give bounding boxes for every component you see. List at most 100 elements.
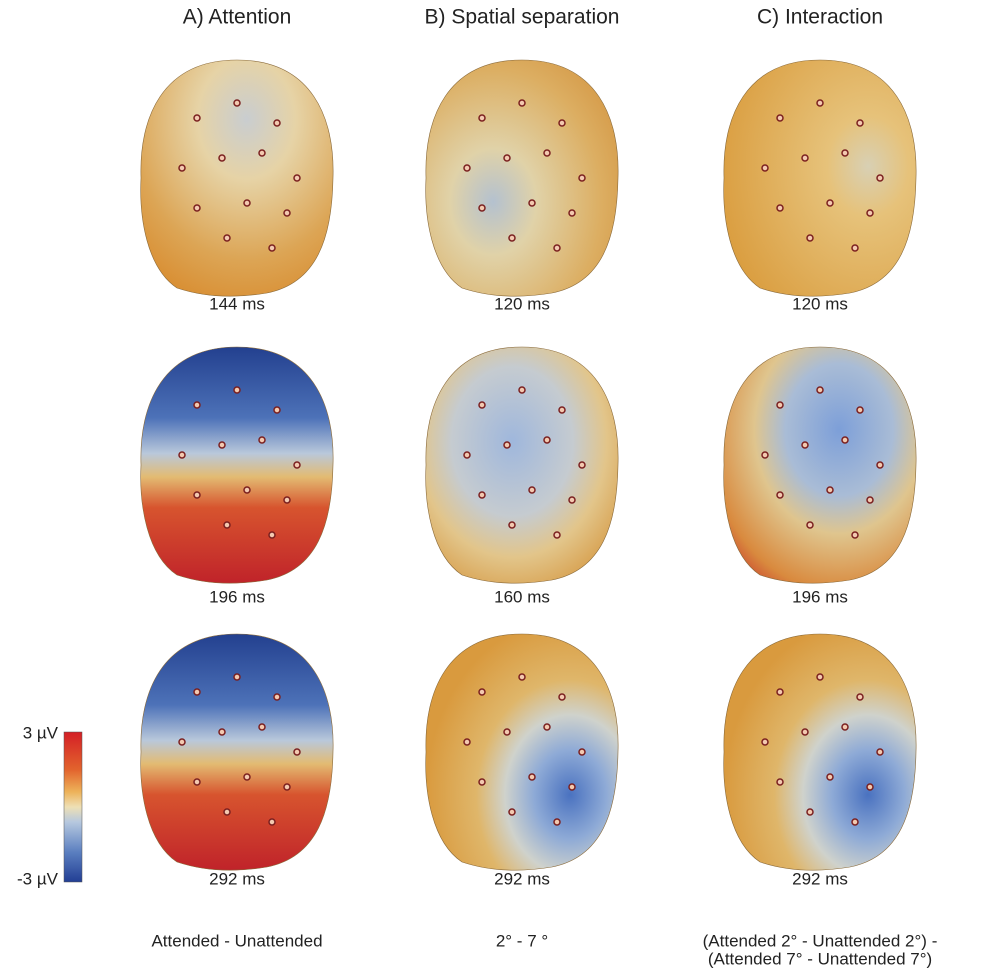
- electrode: [817, 100, 823, 106]
- electrode: [827, 487, 833, 493]
- electrode: [219, 729, 225, 735]
- electrode: [877, 462, 883, 468]
- electrode: [284, 210, 290, 216]
- latency-label: 292 ms: [792, 869, 848, 888]
- electrode: [579, 749, 585, 755]
- electrode: [777, 779, 783, 785]
- electrode: [519, 387, 525, 393]
- electrode: [294, 749, 300, 755]
- condition-label: Attended - Unattended: [151, 931, 322, 950]
- head-map: [426, 347, 618, 583]
- electrode: [259, 724, 265, 730]
- electrode: [777, 402, 783, 408]
- latency-label: 196 ms: [792, 587, 848, 606]
- electrode: [464, 739, 470, 745]
- electrode: [852, 819, 858, 825]
- electrode: [777, 689, 783, 695]
- electrode: [269, 819, 275, 825]
- electrode: [219, 155, 225, 161]
- electrode: [554, 819, 560, 825]
- electrode: [817, 387, 823, 393]
- electrode: [294, 175, 300, 181]
- electrode: [529, 774, 535, 780]
- electrode: [479, 492, 485, 498]
- electrode: [559, 407, 565, 413]
- electrode: [269, 532, 275, 538]
- electrode: [219, 442, 225, 448]
- head-map: [724, 634, 916, 870]
- electrode: [802, 729, 808, 735]
- electrode: [274, 694, 280, 700]
- head-map: [141, 60, 333, 296]
- electrode: [504, 155, 510, 161]
- electrode: [479, 205, 485, 211]
- electrode: [519, 100, 525, 106]
- electrode: [269, 245, 275, 251]
- condition-label: (Attended 2° - Unattended 2°) -: [703, 931, 938, 950]
- head-map: [141, 634, 333, 870]
- electrode: [274, 407, 280, 413]
- electrode: [194, 779, 200, 785]
- electrode: [284, 784, 290, 790]
- electrode: [579, 175, 585, 181]
- electrode: [194, 689, 200, 695]
- electrode: [867, 210, 873, 216]
- condition-label: 2° - 7 °: [496, 931, 548, 950]
- electrode: [464, 165, 470, 171]
- latency-label: 160 ms: [494, 587, 550, 606]
- electrode: [224, 235, 230, 241]
- electrode: [867, 497, 873, 503]
- electrode: [179, 165, 185, 171]
- electrode: [852, 245, 858, 251]
- colorbar-min-label: -3 µV: [17, 869, 59, 888]
- electrode: [464, 452, 470, 458]
- electrode: [234, 387, 240, 393]
- electrode: [877, 749, 883, 755]
- electrode: [807, 235, 813, 241]
- electrode: [807, 522, 813, 528]
- electrode: [509, 809, 515, 815]
- electrode: [544, 150, 550, 156]
- column-title: A) Attention: [183, 6, 292, 29]
- electrode: [762, 452, 768, 458]
- electrode: [194, 402, 200, 408]
- electrode: [194, 205, 200, 211]
- electrode: [544, 724, 550, 730]
- electrode: [259, 437, 265, 443]
- electrode: [224, 809, 230, 815]
- electrode: [519, 674, 525, 680]
- figure: 3 µV -3 µV A) Attention144 ms196 ms292 m…: [0, 0, 993, 980]
- electrode: [234, 674, 240, 680]
- electrode: [244, 487, 250, 493]
- electrode: [559, 120, 565, 126]
- column-title: B) Spatial separation: [425, 6, 620, 29]
- head-map: [141, 347, 333, 583]
- electrode: [857, 694, 863, 700]
- electrode: [842, 150, 848, 156]
- latency-label: 144 ms: [209, 294, 265, 313]
- column-title: C) Interaction: [757, 6, 883, 29]
- electrode: [559, 694, 565, 700]
- latency-label: 196 ms: [209, 587, 265, 606]
- electrode: [777, 115, 783, 121]
- electrode: [827, 200, 833, 206]
- electrode: [762, 739, 768, 745]
- electrode: [842, 437, 848, 443]
- electrode: [802, 442, 808, 448]
- electrode: [529, 200, 535, 206]
- latency-label: 292 ms: [494, 869, 550, 888]
- electrode: [529, 487, 535, 493]
- electrode: [867, 784, 873, 790]
- electrode: [857, 120, 863, 126]
- colorbar: [64, 732, 82, 882]
- electrode: [179, 739, 185, 745]
- head-map: [724, 60, 916, 296]
- head-map: [426, 60, 618, 296]
- electrode: [284, 497, 290, 503]
- electrode: [224, 522, 230, 528]
- electrode: [179, 452, 185, 458]
- electrode: [554, 245, 560, 251]
- electrode: [194, 492, 200, 498]
- electrode: [274, 120, 280, 126]
- latency-label: 120 ms: [792, 294, 848, 313]
